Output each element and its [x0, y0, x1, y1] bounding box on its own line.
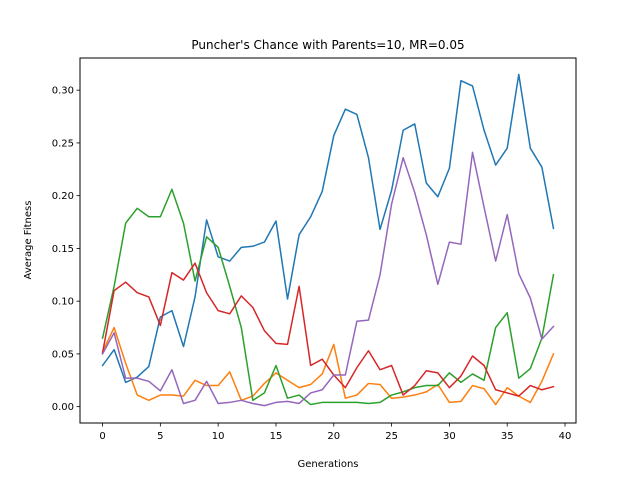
- y-tick-label: 0.00: [52, 402, 74, 413]
- x-axis-label: Generations: [298, 459, 359, 470]
- y-tick-label: 0.15: [52, 244, 74, 255]
- series-line-2: [101, 326, 555, 406]
- x-tick-label: 40: [559, 431, 572, 442]
- series-line-4: [101, 262, 555, 397]
- x-tick-label: 35: [501, 431, 514, 442]
- series-line-5: [101, 151, 555, 407]
- chart-title: Puncher's Chance with Parents=10, MR=0.0…: [191, 38, 464, 52]
- y-tick-label: 0.20: [52, 191, 74, 202]
- y-tick-label: 0.25: [52, 138, 74, 149]
- y-tick-label: 0.05: [52, 349, 74, 360]
- x-axis: 0 5 10 15 20 25 30 35 40: [99, 423, 571, 442]
- x-tick-label: 25: [385, 431, 398, 442]
- y-axis-label: Average Fitness: [23, 201, 34, 280]
- x-tick-label: 10: [212, 431, 225, 442]
- plot-area: [101, 73, 555, 407]
- series-line-3: [101, 188, 555, 406]
- x-tick-label: 15: [270, 431, 283, 442]
- axes-frame: [79, 57, 577, 424]
- y-axis: 0.00 0.05 0.10 0.15 0.20 0.25 0.30: [52, 86, 80, 413]
- y-tick-label: 0.30: [52, 86, 74, 97]
- x-tick-label: 0: [99, 431, 105, 442]
- y-tick-label: 0.10: [52, 297, 74, 308]
- x-tick-label: 20: [327, 431, 340, 442]
- series-line-1: [101, 73, 555, 384]
- x-tick-label: 5: [157, 431, 163, 442]
- x-tick-label: 30: [443, 431, 456, 442]
